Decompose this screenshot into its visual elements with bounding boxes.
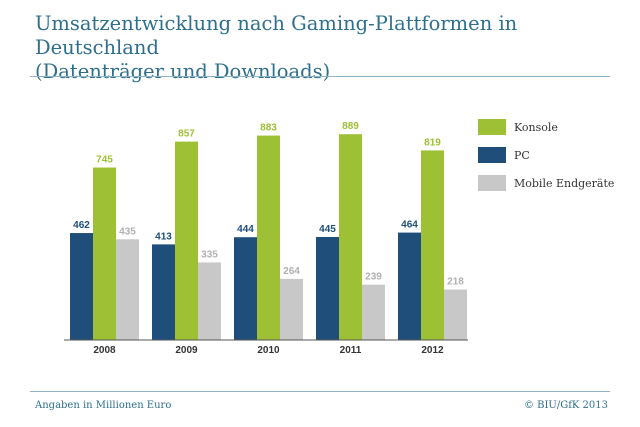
legend-swatch-konsole	[478, 119, 506, 135]
legend-swatch-mobile-endger-te	[478, 175, 506, 191]
bar-pc-2008	[70, 233, 93, 340]
footer-source: © BIU/GfK 2013	[523, 400, 608, 411]
data-label-mobile-endger-te-2012: 218	[447, 277, 464, 288]
bar-mobile-endger-te-2008	[116, 239, 139, 340]
bar-konsole-2009	[175, 141, 198, 340]
bar-mobile-endger-te-2012	[444, 289, 467, 340]
data-label-konsole-2012: 819	[424, 137, 441, 148]
footer-note: Angaben in Millionen Euro	[35, 400, 172, 411]
data-label-mobile-endger-te-2008: 435	[119, 226, 136, 237]
x-tick-label-2008: 2008	[93, 345, 116, 356]
title-line-2: (Datenträger und Downloads)	[35, 60, 331, 83]
bar-mobile-endger-te-2009	[198, 262, 221, 340]
x-tick-label-2012: 2012	[421, 345, 444, 356]
bar-konsole-2011	[339, 134, 362, 340]
data-label-mobile-endger-te-2010: 264	[283, 266, 300, 277]
data-label-pc-2012: 464	[401, 220, 418, 231]
data-label-pc-2010: 444	[237, 224, 254, 235]
legend-swatch-pc	[478, 147, 506, 163]
top-divider	[30, 76, 610, 77]
x-tick-label-2009: 2009	[175, 345, 198, 356]
legend-label-mobile-endger-te: Mobile Endgeräte	[514, 177, 614, 190]
data-label-konsole-2010: 883	[260, 123, 277, 134]
chart-title: Umsatzentwicklung nach Gaming-Plattforme…	[35, 12, 625, 84]
legend-label-konsole: Konsole	[514, 121, 558, 134]
bar-konsole-2012	[421, 150, 444, 340]
x-tick-label-2010: 2010	[257, 345, 280, 356]
data-label-pc-2008: 462	[73, 220, 90, 231]
data-label-konsole-2009: 857	[178, 129, 195, 140]
legend-label-pc: PC	[514, 149, 530, 162]
bar-konsole-2008	[93, 167, 116, 340]
bar-pc-2009	[152, 244, 175, 340]
data-label-mobile-endger-te-2009: 335	[201, 249, 218, 260]
bar-pc-2010	[234, 237, 257, 340]
data-label-pc-2011: 445	[319, 224, 336, 235]
title-line-1: Umsatzentwicklung nach Gaming-Plattforme…	[35, 12, 518, 59]
data-label-mobile-endger-te-2011: 239	[365, 272, 382, 283]
bar-pc-2012	[398, 232, 421, 340]
bar-pc-2011	[316, 236, 339, 340]
bar-mobile-endger-te-2010	[280, 278, 303, 340]
data-label-konsole-2011: 889	[342, 121, 359, 132]
x-tick-label-2011: 2011	[340, 345, 362, 356]
bottom-divider	[30, 391, 610, 392]
data-label-konsole-2008: 745	[96, 155, 113, 166]
bar-mobile-endger-te-2011	[362, 284, 385, 340]
bar-konsole-2010	[257, 135, 280, 340]
data-label-pc-2009: 413	[155, 231, 172, 242]
